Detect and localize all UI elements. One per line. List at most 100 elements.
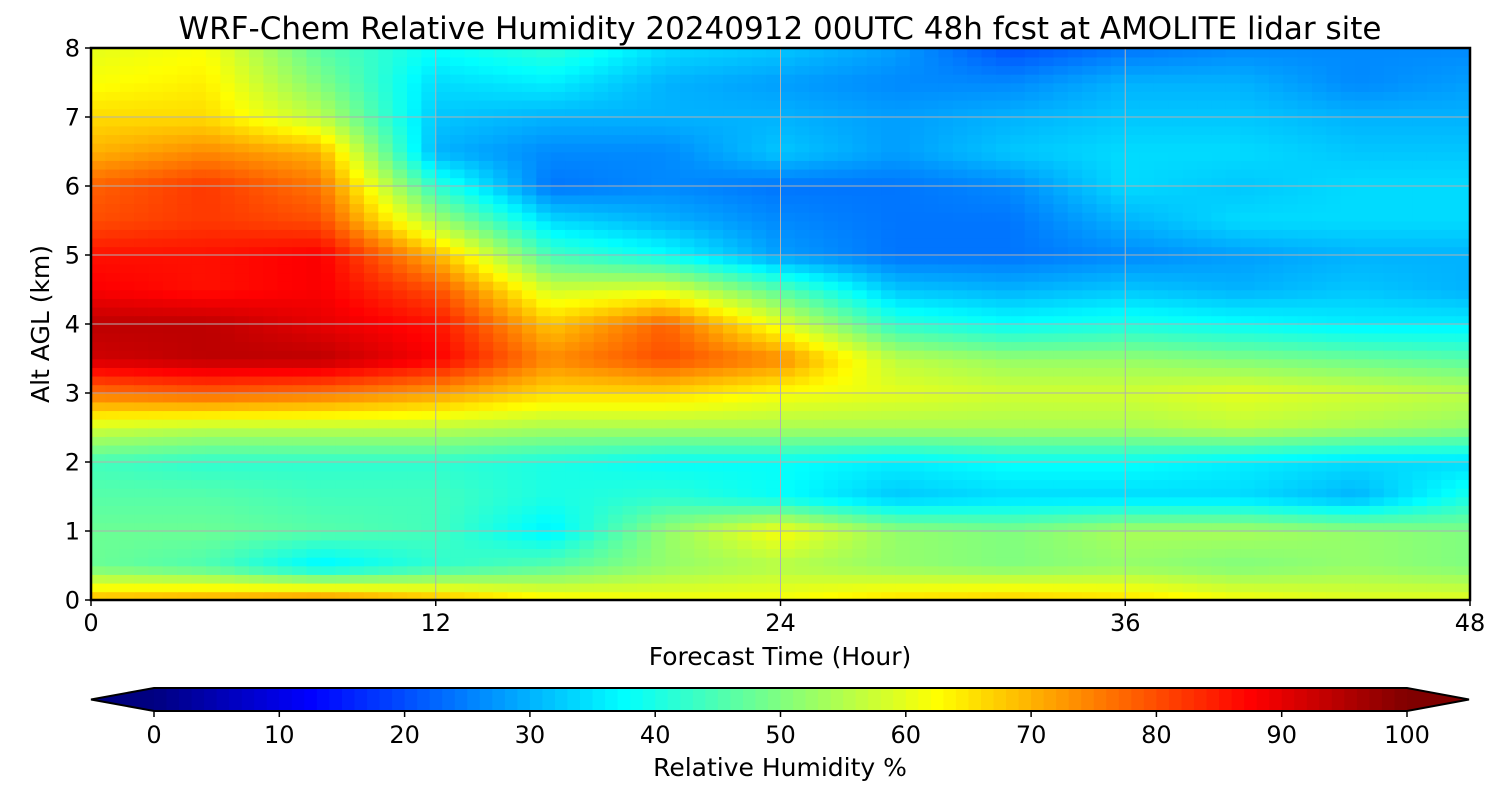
heatmap-cell <box>679 306 696 317</box>
heatmap-cell <box>809 211 825 222</box>
heatmap-cell <box>780 574 796 584</box>
heatmap-cell <box>249 427 265 437</box>
heatmap-cell <box>924 401 940 412</box>
heatmap-cell <box>593 444 609 455</box>
heatmap-cell <box>263 263 279 274</box>
heatmap-cell <box>205 306 222 317</box>
heatmap-cell <box>737 505 753 515</box>
heatmap-cell <box>407 487 423 498</box>
heatmap-cell <box>1283 237 1299 248</box>
heatmap-cell <box>134 203 150 213</box>
heatmap-cell <box>924 341 940 351</box>
heatmap-cell <box>622 272 638 282</box>
heatmap-cell <box>435 574 451 584</box>
heatmap-cell <box>895 332 911 343</box>
heatmap-cell <box>335 548 351 558</box>
heatmap-cell <box>794 306 811 317</box>
heatmap-cell <box>1010 418 1026 429</box>
heatmap-cell <box>277 255 293 265</box>
heatmap-cell <box>1010 168 1026 179</box>
heatmap-cell <box>191 427 207 437</box>
heatmap-cell <box>1240 298 1256 308</box>
heatmap-cell <box>866 410 882 420</box>
heatmap-cell <box>134 349 150 360</box>
heatmap-cell <box>809 298 825 308</box>
heatmap-cell <box>335 160 351 170</box>
heatmap-cell <box>464 565 480 575</box>
heatmap-cell <box>521 565 538 575</box>
heatmap-cell <box>1398 237 1414 248</box>
heatmap-cell <box>1139 375 1155 386</box>
heatmap-cell <box>1010 479 1026 489</box>
heatmap-cell <box>1197 194 1213 205</box>
heatmap-cell <box>694 367 710 377</box>
heatmap-cell <box>881 306 897 317</box>
heatmap-cell <box>565 565 581 575</box>
heatmap-cell <box>723 565 739 575</box>
heatmap-cell <box>277 470 293 481</box>
heatmap-cell <box>191 444 207 455</box>
heatmap-cell <box>723 315 739 325</box>
heatmap-cell <box>651 349 667 360</box>
heatmap-cell <box>1182 367 1198 377</box>
heatmap-cell <box>1441 280 1457 291</box>
heatmap-cell <box>134 246 150 256</box>
heatmap-cell <box>1254 591 1270 600</box>
heatmap-cell <box>1211 272 1227 282</box>
heatmap-cell <box>1053 487 1069 498</box>
heatmap-cell <box>134 211 150 222</box>
heatmap-cell <box>967 591 983 600</box>
heatmap-cell <box>335 522 351 532</box>
heatmap-cell <box>191 211 207 222</box>
heatmap-cell <box>651 177 667 187</box>
heatmap-cell <box>1153 280 1170 291</box>
heatmap-cell <box>263 522 279 532</box>
heatmap-cell <box>1125 263 1141 274</box>
heatmap-cell <box>794 341 811 351</box>
heatmap-cell <box>751 349 767 360</box>
heatmap-cell <box>1455 160 1470 170</box>
heatmap-cell <box>1355 272 1371 282</box>
heatmap-cell <box>263 306 279 317</box>
heatmap-cell <box>205 367 222 377</box>
heatmap-cell <box>1369 237 1385 248</box>
heatmap-cell <box>1010 280 1026 291</box>
heatmap-cell <box>737 393 753 403</box>
heatmap-cell <box>1326 246 1342 256</box>
heatmap-cell <box>1340 367 1356 377</box>
heatmap-cell <box>981 401 997 412</box>
heatmap-cell <box>119 410 135 420</box>
heatmap-cell <box>952 582 969 593</box>
heatmap-cell <box>651 280 667 291</box>
heatmap-cell <box>1211 375 1227 386</box>
heatmap-cell <box>1110 505 1127 515</box>
heatmap-cell <box>837 306 854 317</box>
heatmap-cell <box>1024 194 1040 205</box>
heatmap-cell <box>234 298 250 308</box>
heatmap-cell <box>809 453 825 463</box>
heatmap-cell <box>837 263 854 274</box>
heatmap-cell <box>565 168 581 179</box>
heatmap-cell <box>995 531 1012 541</box>
heatmap-cell <box>823 186 839 196</box>
heatmap-cell <box>119 341 135 351</box>
heatmap-cell <box>579 367 595 377</box>
heatmap-cell <box>579 151 595 161</box>
heatmap-cell <box>737 186 753 196</box>
heatmap-cell <box>651 341 667 351</box>
heatmap-cell <box>967 203 983 213</box>
heatmap-cell <box>593 522 609 532</box>
heatmap-cell <box>134 556 150 567</box>
heatmap-cell <box>1067 324 1083 334</box>
heatmap-cell <box>794 582 811 593</box>
heatmap-cell <box>450 349 466 360</box>
heatmap-cell <box>320 263 336 274</box>
heatmap-cell <box>723 272 739 282</box>
heatmap-cell <box>478 487 494 498</box>
heatmap-cell <box>952 341 969 351</box>
heatmap-cell <box>550 255 566 265</box>
heatmap-cell <box>608 496 624 506</box>
heatmap-cell <box>464 531 480 541</box>
heatmap-cell <box>392 453 408 463</box>
heatmap-cell <box>1139 436 1155 446</box>
